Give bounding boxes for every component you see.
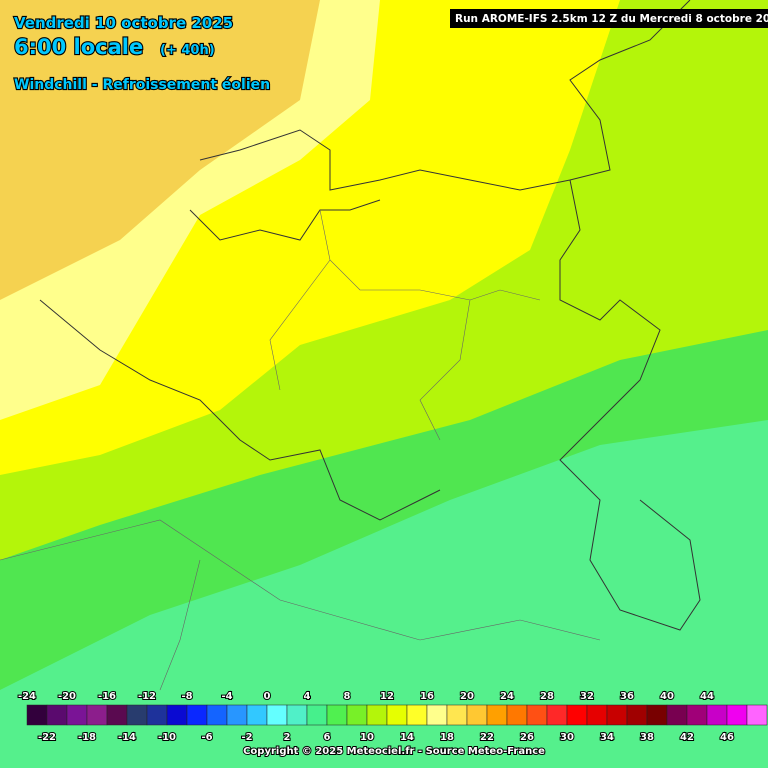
legend-label: -22	[38, 732, 56, 743]
legend-swatch	[706, 704, 728, 726]
legend-swatch	[446, 704, 468, 726]
legend-swatch	[46, 704, 68, 726]
legend-label: 40	[660, 691, 674, 702]
border	[199, 0, 691, 191]
legend-label: -2	[241, 732, 252, 743]
legend-swatch	[546, 704, 568, 726]
legend-label: 28	[540, 691, 554, 702]
legend-swatch	[386, 704, 408, 726]
legend-swatch	[366, 704, 388, 726]
date: Vendredi 10 octobre 2025	[14, 14, 233, 32]
legend-swatch	[606, 704, 628, 726]
copyright: Copyright © 2025 Meteociel.fr - Source M…	[243, 746, 545, 757]
legend-swatch	[506, 704, 528, 726]
border	[39, 299, 441, 521]
legend-label: -14	[118, 732, 136, 743]
legend-swatch	[726, 704, 748, 726]
legend-label: 42	[680, 732, 694, 743]
legend-label: 32	[580, 691, 594, 702]
legend-swatch	[626, 704, 648, 726]
legend-swatch	[286, 704, 308, 726]
time: 6:00 locale	[14, 35, 143, 59]
legend-swatch	[746, 704, 768, 726]
legend-swatch	[146, 704, 168, 726]
legend-label: 12	[380, 691, 394, 702]
legend-swatch	[686, 704, 708, 726]
legend-swatch	[646, 704, 668, 726]
legend-label: 36	[620, 691, 634, 702]
legend-label: 20	[460, 691, 474, 702]
legend-label: -8	[181, 691, 192, 702]
legend-label: 46	[720, 732, 734, 743]
legend-label: -20	[58, 691, 76, 702]
legend-label: 22	[480, 732, 494, 743]
region-border	[269, 209, 541, 441]
legend-label: 4	[304, 691, 311, 702]
legend-label: 10	[360, 732, 374, 743]
legend-label: 8	[344, 691, 351, 702]
legend-label: -10	[158, 732, 176, 743]
legend-swatch	[226, 704, 248, 726]
run-banner	[450, 9, 768, 28]
legend-label: 34	[600, 732, 614, 743]
legend-swatch	[526, 704, 548, 726]
legend-label: 30	[560, 732, 574, 743]
legend-swatch	[426, 704, 448, 726]
legend-label: -4	[221, 691, 232, 702]
legend-label: 14	[400, 732, 414, 743]
lead: (+ 40h)	[160, 43, 215, 58]
legend-label: 2	[284, 732, 291, 743]
legend-label: 44	[700, 691, 714, 702]
legend: -24-22-20-18-16-14-12-10-8-6-4-202468101…	[17, 690, 768, 744]
legend-label: 38	[640, 732, 654, 743]
legend-swatch	[126, 704, 148, 726]
legend-swatch	[586, 704, 608, 726]
legend-label: -24	[18, 691, 36, 702]
legend-swatch	[466, 704, 488, 726]
legend-label: -12	[138, 691, 156, 702]
legend-swatch	[26, 704, 48, 726]
run-info: Run AROME-IFS 2.5km 12 Z du Mercredi 8 o…	[455, 13, 768, 25]
legend-label: -16	[98, 691, 116, 702]
legend-label: 24	[500, 691, 514, 702]
legend-swatch	[106, 704, 128, 726]
legend-swatch	[186, 704, 208, 726]
region-border	[0, 519, 601, 691]
border	[189, 179, 701, 631]
legend-swatch	[86, 704, 108, 726]
legend-swatch	[566, 704, 588, 726]
legend-label: -6	[201, 732, 212, 743]
legend-label: 18	[440, 732, 454, 743]
legend-swatch	[346, 704, 368, 726]
legend-label: 16	[420, 691, 434, 702]
legend-swatch	[486, 704, 508, 726]
legend-label: 0	[264, 691, 271, 702]
zone	[0, 0, 320, 300]
legend-swatch	[266, 704, 288, 726]
legend-label: 6	[324, 732, 331, 743]
legend-swatch	[326, 704, 348, 726]
legend-swatch	[666, 704, 688, 726]
legend-swatch	[206, 704, 228, 726]
legend-swatch	[306, 704, 328, 726]
parameter: Windchill - Refroissement éolien	[14, 77, 270, 93]
legend-label: -18	[78, 732, 96, 743]
legend-swatch	[406, 704, 428, 726]
legend-label: 26	[520, 732, 534, 743]
legend-swatch	[66, 704, 88, 726]
legend-swatch	[166, 704, 188, 726]
legend-swatch	[246, 704, 268, 726]
